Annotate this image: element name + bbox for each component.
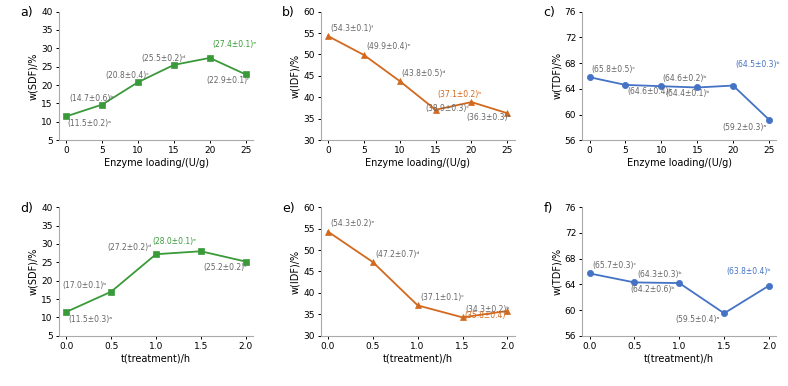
Text: (28.0±0.1)ᵉ: (28.0±0.1)ᵉ	[152, 237, 196, 246]
Text: (27.2±0.2)ᵈ: (27.2±0.2)ᵈ	[107, 243, 151, 252]
Text: (14.7±0.6)ᵇ: (14.7±0.6)ᵇ	[70, 94, 114, 103]
X-axis label: t(treatment)/h: t(treatment)/h	[121, 354, 191, 364]
X-axis label: t(treatment)/h: t(treatment)/h	[383, 354, 452, 364]
Text: (27.4±0.1)ᵉ: (27.4±0.1)ᵉ	[212, 40, 256, 49]
Text: (54.3±0.1)ᶠ: (54.3±0.1)ᶠ	[330, 24, 374, 32]
Text: f): f)	[544, 202, 553, 215]
Text: c): c)	[544, 7, 556, 19]
Text: (43.8±0.5)ᵈ: (43.8±0.5)ᵈ	[402, 69, 446, 78]
Text: (64.2±0.6)ᵇ: (64.2±0.6)ᵇ	[630, 285, 675, 294]
X-axis label: t(treatment)/h: t(treatment)/h	[645, 354, 715, 364]
Y-axis label: w(TDF)/%: w(TDF)/%	[552, 248, 562, 295]
Text: (64.6±0.2)ᵇ: (64.6±0.2)ᵇ	[663, 74, 708, 83]
X-axis label: Enzyme loading/(U/g): Enzyme loading/(U/g)	[365, 158, 470, 168]
Text: (64.3±0.3)ᵇ: (64.3±0.3)ᵇ	[637, 270, 682, 279]
Text: (64.6±0.4)ᵇ: (64.6±0.4)ᵇ	[627, 87, 671, 96]
Y-axis label: w(SDF)/%: w(SDF)/%	[28, 248, 39, 295]
Text: (11.5±0.2)ᵃ: (11.5±0.2)ᵃ	[68, 119, 112, 128]
Text: (20.8±0.4)ᶜ: (20.8±0.4)ᶜ	[106, 71, 150, 80]
Text: (65.8±0.5)ᶜ: (65.8±0.5)ᶜ	[591, 65, 635, 74]
Text: (64.4±0.1)ᵇ: (64.4±0.1)ᵇ	[665, 90, 709, 98]
Text: b): b)	[282, 7, 295, 19]
Text: (36.3±0.3)ᵃ: (36.3±0.3)ᵃ	[466, 113, 511, 122]
Text: (25.5±0.2)ᵈ: (25.5±0.2)ᵈ	[142, 54, 186, 63]
Text: (49.9±0.4)ᵉ: (49.9±0.4)ᵉ	[366, 42, 411, 51]
Text: (37.1±0.2)ᵇ: (37.1±0.2)ᵇ	[438, 90, 482, 99]
Text: (59.5±0.4)ᵃ: (59.5±0.4)ᵃ	[675, 315, 719, 324]
Text: (11.5±0.3)ᵃ: (11.5±0.3)ᵃ	[68, 315, 113, 324]
Y-axis label: w(IDF)/%: w(IDF)/%	[290, 249, 300, 293]
Y-axis label: w(IDF)/%: w(IDF)/%	[290, 54, 300, 98]
Text: d): d)	[20, 202, 33, 215]
Y-axis label: w(SDF)/%: w(SDF)/%	[28, 52, 39, 100]
Text: (34.3±0.2)ᵇ: (34.3±0.2)ᵇ	[465, 305, 510, 314]
Text: a): a)	[20, 7, 33, 19]
Text: (65.7±0.3)ᶜ: (65.7±0.3)ᶜ	[593, 261, 637, 270]
Text: (38.9±0.3)ᶜ: (38.9±0.3)ᶜ	[426, 104, 470, 113]
Text: (64.5±0.3)ᵇ: (64.5±0.3)ᵇ	[735, 61, 780, 69]
Text: (59.2±0.3)ᵃ: (59.2±0.3)ᵃ	[723, 123, 767, 132]
Text: (54.3±0.2)ᵉ: (54.3±0.2)ᵉ	[331, 219, 375, 228]
Text: (35.8±0.4)ᵃ: (35.8±0.4)ᵃ	[465, 310, 509, 320]
Text: (22.9±0.1)ᶠ: (22.9±0.1)ᶠ	[206, 76, 249, 85]
Text: (37.1±0.1)ᶜ: (37.1±0.1)ᶜ	[420, 293, 464, 302]
Text: (47.2±0.7)ᵈ: (47.2±0.7)ᵈ	[375, 250, 420, 259]
Text: e): e)	[282, 202, 295, 215]
Text: (25.2±0.2)ᶜ: (25.2±0.2)ᶜ	[203, 263, 247, 273]
Text: (17.0±0.1)ᵇ: (17.0±0.1)ᵇ	[62, 281, 106, 290]
X-axis label: Enzyme loading/(U/g): Enzyme loading/(U/g)	[626, 158, 732, 168]
Y-axis label: w(TDF)/%: w(TDF)/%	[552, 52, 562, 100]
X-axis label: Enzyme loading/(U/g): Enzyme loading/(U/g)	[103, 158, 209, 168]
Text: (63.8±0.4)ᵇ: (63.8±0.4)ᵇ	[727, 267, 771, 276]
